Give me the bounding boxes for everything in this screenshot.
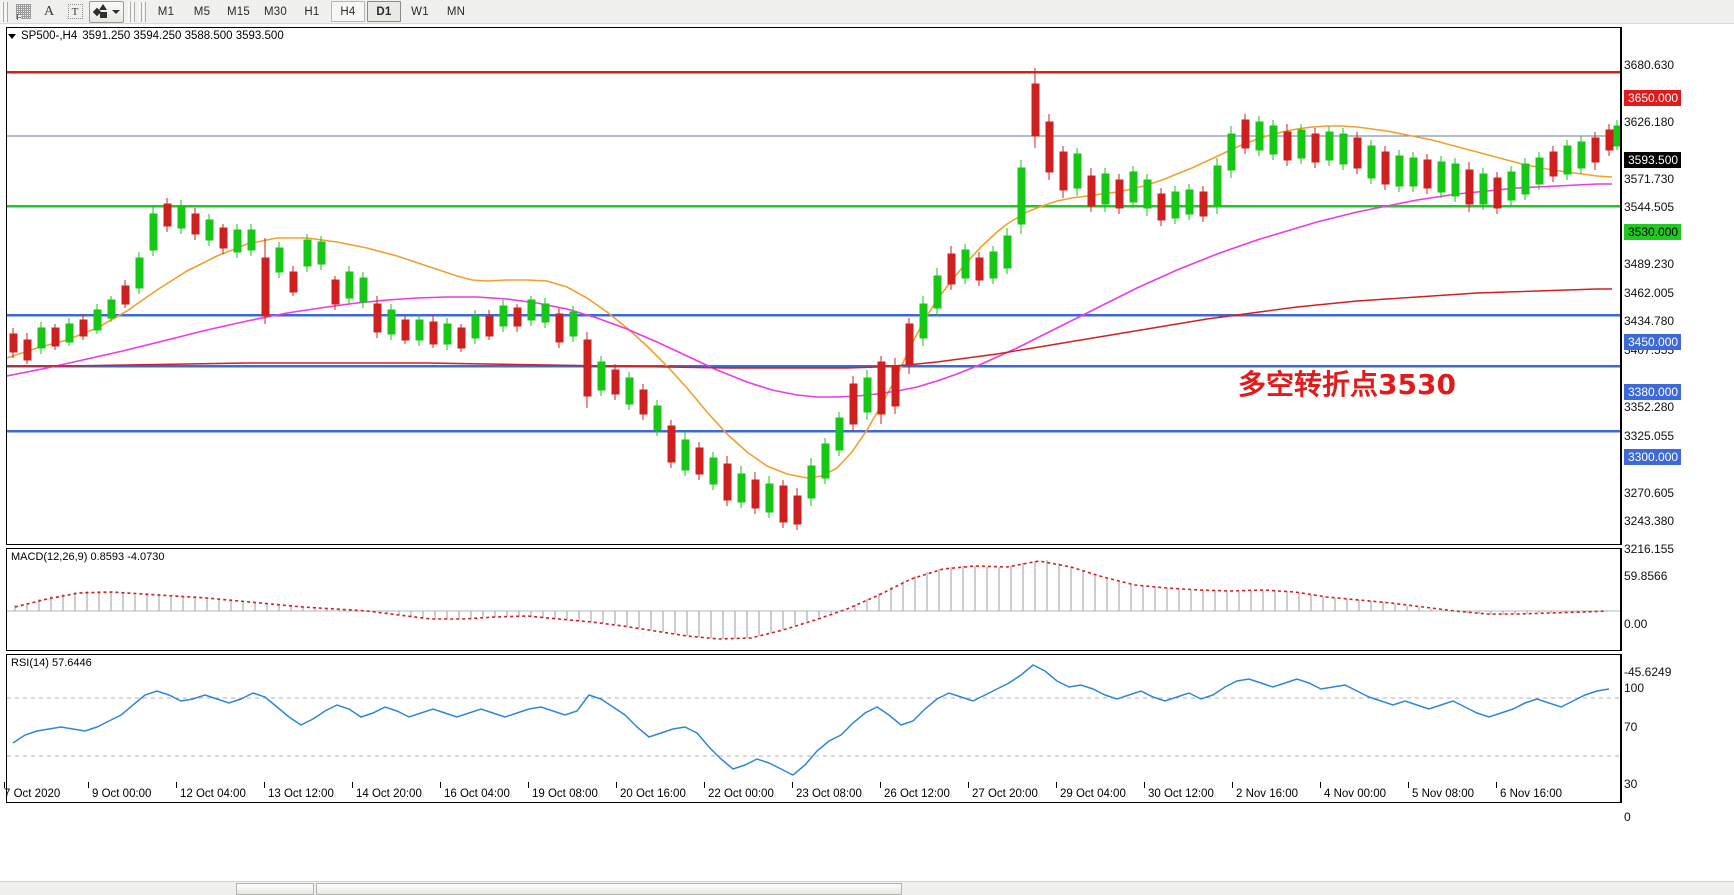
text-object-icon[interactable]: T	[63, 1, 87, 23]
price-chart-svg	[7, 68, 1620, 530]
toolbar-separator	[128, 1, 135, 22]
y-tick: 3544.505	[1624, 200, 1675, 214]
y-tick: 3626.180	[1624, 115, 1675, 129]
symbol-ohlc: 3591.250 3594.250 3588.500 3593.500	[82, 30, 284, 42]
price-pane[interactable]: 多空转折点3530	[6, 27, 1622, 545]
x-tick: 26 Oct 12:00	[884, 788, 950, 800]
x-tick: 7 Oct 2020	[4, 788, 61, 800]
macd-histogram	[14, 560, 1588, 639]
rsi-label: RSI(14) 57.6446	[11, 657, 92, 669]
price-axis[interactable]: 3680.630 3626.180 3571.730 3516.455 3489…	[1624, 27, 1734, 824]
scrollbar-thumb-main[interactable]	[316, 883, 902, 895]
x-tick: 27 Oct 20:00	[972, 788, 1038, 800]
rsi-y-tick-70: 70	[1624, 720, 1638, 734]
chevron-down-icon[interactable]	[112, 9, 120, 14]
horizontal-scrollbar[interactable]	[0, 881, 1734, 895]
timeframe-mn[interactable]: MN	[446, 5, 466, 18]
macd-pane[interactable]: MACD(12,26,9) 0.8593 -4.0730	[6, 548, 1622, 651]
level-label-3530[interactable]: 3530.000	[1624, 224, 1682, 240]
x-tick: 14 Oct 20:00	[356, 788, 422, 800]
toolbar-grip[interactable]	[1, 1, 8, 22]
main-toolbar: A T M1 M5 M15 M30 H1 H4 D1 W1 MN	[0, 0, 1734, 24]
crosshair-glyph	[15, 4, 31, 22]
macd-signal-line	[14, 560, 1608, 640]
crosshair-f-icon[interactable]	[11, 1, 35, 23]
x-tick: 4 Nov 00:00	[1324, 788, 1387, 800]
chart-container: SP500-,H4 3591.250 3594.250 3588.500 359…	[0, 25, 1734, 870]
x-tick: 22 Oct 00:00	[708, 788, 774, 800]
text-label-icon[interactable]: A	[37, 1, 61, 23]
shapes-dropdown-button[interactable]	[89, 0, 124, 23]
symbol-header: SP500-,H4 3591.250 3594.250 3588.500 359…	[8, 30, 284, 42]
rsi-chart-svg	[7, 664, 1620, 776]
chevron-down-icon[interactable]	[8, 33, 16, 39]
macd-y-tick-max: 59.8566	[1624, 569, 1668, 583]
timeframe-d1[interactable]: D1	[366, 1, 401, 22]
level-label-3593[interactable]: 3593.500	[1624, 152, 1682, 168]
y-tick: 3571.730	[1624, 172, 1675, 186]
timeframe-m30[interactable]: M30	[263, 5, 287, 18]
x-tick: 5 Nov 08:00	[1412, 788, 1475, 800]
y-tick: 3325.055	[1624, 429, 1675, 443]
y-tick: 3434.780	[1624, 314, 1675, 328]
x-tick: 2 Nov 16:00	[1236, 788, 1299, 800]
level-label-3650[interactable]: 3650.000	[1624, 90, 1682, 106]
y-tick: 3270.605	[1624, 486, 1675, 500]
macd-y-tick-min: -45.6249	[1624, 665, 1672, 679]
x-tick: 23 Oct 08:00	[796, 788, 862, 800]
symbol-name: SP500-,H4	[21, 30, 78, 42]
level-label-3450[interactable]: 3450.000	[1624, 334, 1682, 350]
macd-chart-svg	[7, 560, 1620, 640]
chart-annotation-text: 多空转折点3530	[1238, 368, 1456, 401]
x-tick: 29 Oct 04:00	[1060, 788, 1126, 800]
rsi-y-tick-0: 0	[1624, 810, 1631, 824]
x-tick: 30 Oct 12:00	[1148, 788, 1214, 800]
x-tick: 9 Oct 00:00	[92, 788, 152, 800]
x-tick: 13 Oct 12:00	[268, 788, 334, 800]
x-tick: 19 Oct 08:00	[532, 788, 598, 800]
y-tick: 3680.630	[1624, 58, 1675, 72]
y-tick: 3489.230	[1624, 257, 1675, 271]
timeframe-w1[interactable]: W1	[411, 5, 429, 18]
y-tick: 3352.280	[1624, 400, 1675, 414]
macd-y-tick-zero: 0.00	[1624, 617, 1648, 631]
x-tick: 20 Oct 16:00	[620, 788, 686, 800]
y-tick: 3216.155	[1624, 542, 1675, 556]
x-tick: 6 Nov 16:00	[1500, 788, 1563, 800]
time-axis[interactable]: 7 Oct 2020 9 Oct 00:00 12 Oct 04:00 13 O…	[0, 782, 1734, 812]
rsi-line	[12, 664, 1610, 776]
ma-orange-line	[7, 125, 1613, 479]
rsi-y-tick-100: 100	[1624, 681, 1645, 695]
timeframe-m15[interactable]: M15	[227, 5, 250, 18]
x-tick: 16 Oct 04:00	[444, 788, 510, 800]
level-label-3300[interactable]: 3300.000	[1624, 449, 1682, 465]
timeframe-grip[interactable]	[139, 1, 146, 22]
timeframe-h4[interactable]: H4	[330, 1, 365, 22]
ma-magenta-line	[7, 183, 1612, 398]
timeframe-h1[interactable]: H1	[304, 5, 320, 18]
timeframe-m5[interactable]: M5	[193, 5, 211, 18]
level-label-3380[interactable]: 3380.000	[1624, 384, 1682, 400]
y-tick: 3243.380	[1624, 514, 1675, 528]
x-tick: 12 Oct 04:00	[180, 788, 246, 800]
y-tick: 3462.005	[1624, 286, 1675, 300]
scrollbar-thumb-left[interactable]	[236, 883, 314, 895]
timeframe-m1[interactable]: M1	[157, 5, 175, 18]
candlestick-series	[9, 68, 1620, 530]
letter-t-glyph: T	[67, 4, 83, 19]
letter-a-glyph: A	[43, 3, 55, 19]
ma-red-line	[7, 288, 1612, 369]
rsi-y-tick-30: 30	[1624, 777, 1638, 791]
rsi-pane[interactable]: RSI(14) 57.6446	[6, 654, 1622, 803]
shapes-icon	[92, 4, 109, 19]
macd-label: MACD(12,26,9) 0.8593 -4.0730	[11, 551, 165, 563]
